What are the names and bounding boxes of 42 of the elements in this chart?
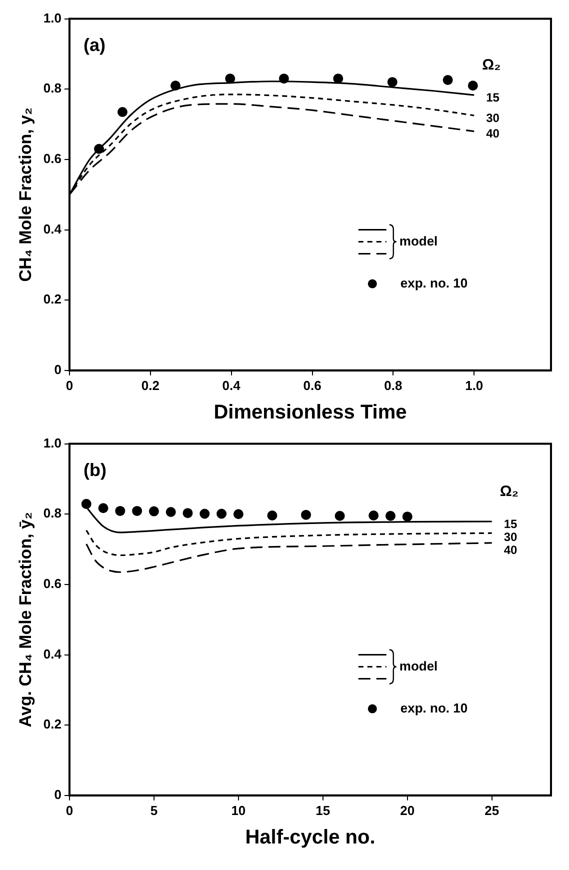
x-tick-label: 0 (66, 802, 74, 818)
y-tick-label: 0 (54, 786, 62, 802)
legend-label: exp. no. 10 (400, 275, 468, 290)
y-tick-label: 0.6 (43, 576, 62, 592)
annotation: model (399, 658, 438, 674)
y-tick-label: 0.8 (43, 80, 62, 96)
x-tick-label: 10 (231, 802, 246, 818)
x-tick-label: 0 (66, 378, 74, 393)
annotation: (b) (83, 460, 106, 480)
y-tick-label: 0.2 (43, 716, 62, 732)
x-tick-label: 0.4 (222, 378, 242, 393)
y-tick-label: 0.6 (43, 151, 62, 166)
y-axis-title: Avg. CH₄ Mole Fraction, ȳ₂ (16, 512, 35, 728)
x-tick-label: 1.0 (465, 378, 484, 393)
annotation: Ω₂ (500, 483, 519, 500)
y-tick-label: 1.0 (43, 10, 62, 26)
x-tick-label: 5 (150, 802, 158, 818)
annotation: model (399, 233, 438, 248)
x-axis-title: Dimensionless Time (214, 402, 407, 424)
x-tick-label: 25 (484, 802, 500, 818)
y-axis-title: CH₄ Mole Fraction, y₂ (16, 107, 35, 282)
series-label: 40 (486, 126, 500, 141)
y-tick-label: 0.8 (43, 506, 62, 521)
x-tick-label: 15 (316, 802, 330, 818)
series-label: 30 (504, 530, 518, 544)
y-tick-label: 1.0 (43, 435, 62, 450)
series-label: 15 (486, 90, 500, 104)
y-tick-label: 0 (54, 362, 62, 377)
annotation: (a) (83, 34, 106, 55)
y-tick-label: 0.4 (43, 646, 62, 662)
y-tick-label: 0.2 (43, 292, 62, 307)
y-tick-label: 0.4 (43, 221, 62, 236)
x-tick-label: 20 (400, 802, 415, 818)
x-tick-label: 0.2 (141, 378, 160, 393)
x-tick-label: 0.8 (384, 378, 402, 393)
legend-label: exp. no. 10 (400, 700, 468, 716)
series-label: 40 (504, 542, 518, 557)
series-label: 30 (486, 110, 500, 125)
x-axis-title: Half-cycle no. (245, 826, 376, 849)
series-label: 15 (504, 516, 518, 531)
annotation: Ω₂ (482, 56, 501, 74)
x-tick-label: 0.6 (303, 378, 322, 393)
